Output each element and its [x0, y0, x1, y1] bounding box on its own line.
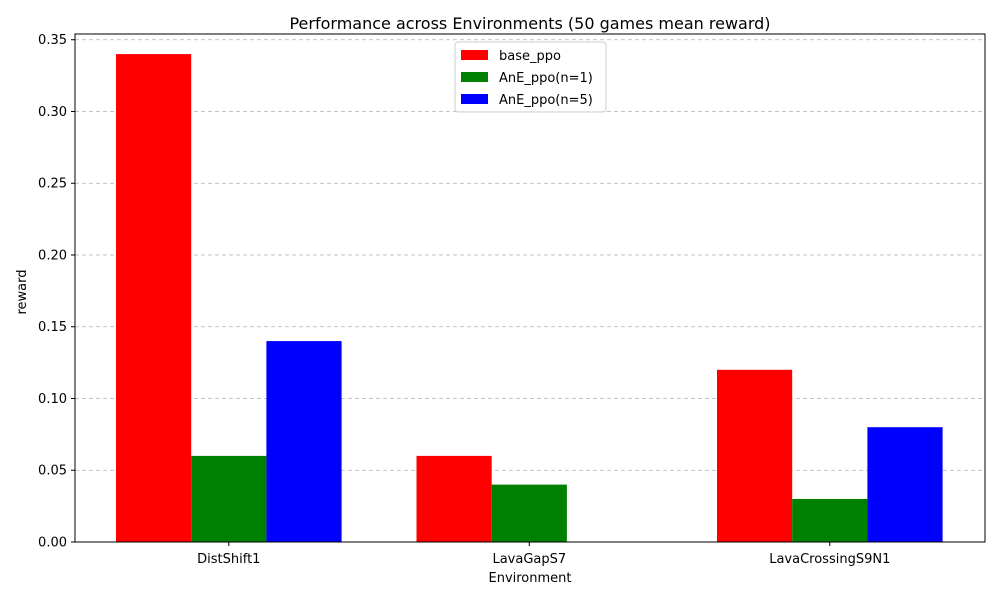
y-axis-label: reward — [15, 269, 30, 314]
y-tick-label: 0.30 — [38, 105, 67, 120]
x-tick-label: LavaGapS7 — [492, 552, 566, 567]
legend-swatch — [461, 94, 488, 104]
chart-title: Performance across Environments (50 game… — [289, 14, 770, 33]
y-tick-label: 0.25 — [38, 177, 67, 192]
bar-AnE_ppo(n=1)-DistShift1 — [191, 455, 267, 542]
legend: base_ppo AnE_ppo(n=1) AnE_ppo(n=5) — [454, 41, 607, 113]
bars — [116, 54, 943, 543]
bar-base_ppo-LavaGapS7 — [416, 455, 492, 542]
x-axis-label: Environment — [488, 571, 571, 586]
x-tick-label: DistShift1 — [197, 552, 260, 567]
y-tick-label: 0.05 — [38, 464, 67, 479]
legend-label: AnE_ppo(n=1) — [499, 71, 593, 86]
bar-AnE_ppo(n=1)-LavaCrossingS9N1 — [792, 498, 868, 542]
legend-swatch — [461, 50, 488, 60]
x-axis-ticks: DistShift1 LavaGapS7 LavaCrossingS9N1 — [197, 542, 890, 567]
y-axis-ticks: 0.00 0.05 0.10 0.15 0.20 0.25 0.30 0.35 — [38, 33, 75, 551]
x-tick-label: LavaCrossingS9N1 — [769, 552, 890, 567]
bar-AnE_ppo(n=5)-DistShift1 — [266, 341, 342, 542]
bar-base_ppo-DistShift1 — [116, 54, 192, 543]
bar-AnE_ppo(n=5)-LavaCrossingS9N1 — [867, 427, 943, 542]
legend-label: base_ppo — [499, 49, 561, 64]
grid-lines — [75, 39, 985, 471]
y-tick-label: 0.20 — [38, 248, 67, 263]
bar-AnE_ppo(n=1)-LavaGapS7 — [491, 484, 567, 542]
y-tick-label: 0.00 — [38, 536, 67, 551]
legend-label: AnE_ppo(n=5) — [499, 93, 593, 108]
y-tick-label: 0.10 — [38, 392, 67, 407]
legend-swatch — [461, 72, 488, 82]
bar-base_ppo-LavaCrossingS9N1 — [717, 369, 793, 542]
legend-box — [454, 41, 607, 113]
plot-frame — [74, 33, 986, 543]
y-tick-label: 0.35 — [38, 33, 67, 48]
y-tick-label: 0.15 — [38, 320, 67, 335]
